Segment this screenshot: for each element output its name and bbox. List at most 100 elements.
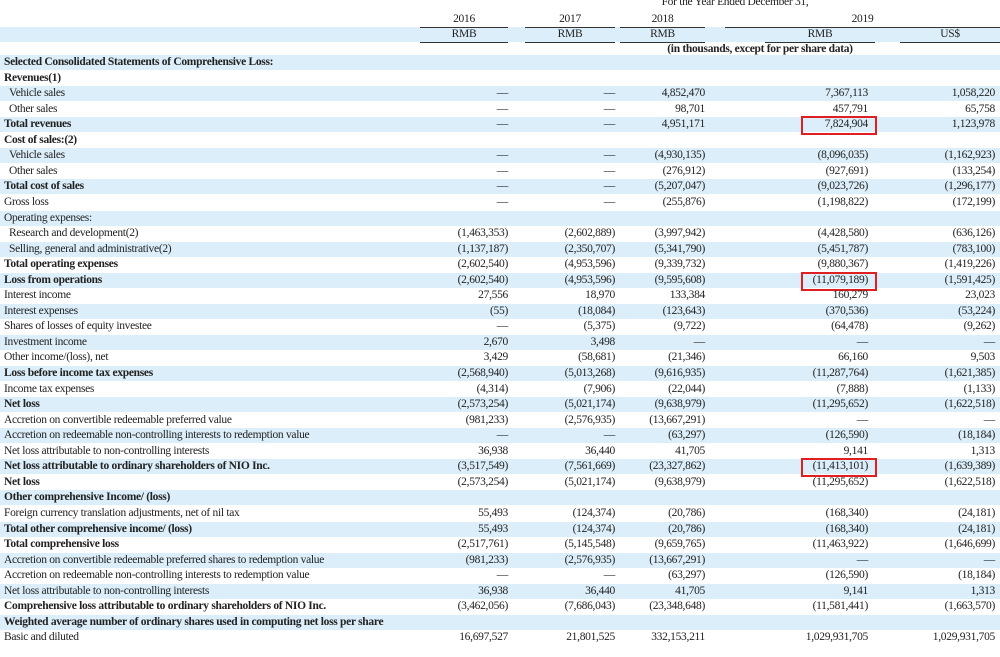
cell-value: 18,970 xyxy=(585,289,615,302)
cell-value: (4,428,580) xyxy=(817,227,869,240)
row-band xyxy=(0,459,1000,475)
cell-value: (124,374) xyxy=(572,522,616,535)
cell-value: (11,295,652) xyxy=(812,475,869,488)
cell-value: (5,207,047) xyxy=(654,180,706,193)
cell-value: — xyxy=(496,149,509,162)
cell-value: (9,262) xyxy=(963,320,996,333)
cell-value: (370,536) xyxy=(825,304,869,317)
cell-value: 36,938 xyxy=(478,584,508,597)
cell-value: — xyxy=(603,180,616,193)
cell-value: (123,643) xyxy=(662,304,706,317)
year: 2016 xyxy=(420,12,508,28)
row-label: Total revenues xyxy=(4,118,72,131)
cell-value: (58,681) xyxy=(578,351,615,364)
row-band xyxy=(0,86,1000,102)
cell-value: 36,938 xyxy=(478,444,508,457)
row-label: Operating expenses: xyxy=(4,211,92,224)
row-band xyxy=(0,614,1000,630)
cell-value: 16,697,527 xyxy=(459,631,508,644)
row-label: Other sales xyxy=(9,102,58,115)
row-label: Selected Consolidated Statements of Comp… xyxy=(4,56,274,68)
cell-value: 9,503 xyxy=(970,351,996,364)
cell-value: 160,279 xyxy=(832,289,869,302)
cell-value: (7,561,669) xyxy=(564,460,616,473)
cell-value: (21,346) xyxy=(668,351,705,364)
cell-value: (13,667,291) xyxy=(649,413,705,426)
cell-value: 1,029,931,705 xyxy=(932,631,996,644)
currency: US$ xyxy=(900,27,1000,43)
row-band xyxy=(0,428,1000,444)
cell-value: (9,880,367) xyxy=(817,258,869,271)
cell-value: (11,413,101) xyxy=(812,460,869,473)
cell-value: 332,153,211 xyxy=(651,631,705,644)
cell-value: — xyxy=(496,320,509,333)
cell-value: (2,602,889) xyxy=(564,227,616,240)
cell-value: (5,145,548) xyxy=(564,538,616,551)
cell-value: 9,141 xyxy=(843,444,869,457)
cell-value: (23,348,648) xyxy=(649,600,705,613)
cell-value: (2,602,540) xyxy=(457,258,509,271)
cell-value: — xyxy=(496,102,509,115)
period-title: For the Year Ended December 31, xyxy=(661,0,809,8)
cell-value: (5,341,790) xyxy=(654,242,706,255)
row-label: Comprehensive loss attributable to ordin… xyxy=(4,600,326,613)
cell-value: 4,951,171 xyxy=(661,118,706,131)
cell-value: (8,096,035) xyxy=(817,149,869,162)
cell-value: (1,622,518) xyxy=(944,398,996,411)
cell-value: (636,126) xyxy=(952,227,996,240)
row-label: Accretion on convertible redeemable pref… xyxy=(4,553,325,566)
cell-value: — xyxy=(496,569,509,582)
cell-value: 98,701 xyxy=(675,102,705,115)
cell-value: (2,573,254) xyxy=(457,475,509,488)
cell-value: (4,930,135) xyxy=(654,149,706,162)
cell-value: (276,912) xyxy=(662,164,706,177)
cell-value: (1,463,353) xyxy=(457,227,509,240)
cell-value: 27,556 xyxy=(478,289,508,302)
cell-value: (9,638,979) xyxy=(654,475,706,488)
year: 2019 xyxy=(725,12,1000,28)
row-band xyxy=(0,583,1000,599)
cell-value: (22,044) xyxy=(668,382,705,395)
cell-value: (4,314) xyxy=(476,382,509,395)
row-label: Net loss attributable to non-controlling… xyxy=(4,444,210,457)
cell-value: — xyxy=(983,553,996,566)
cell-value: (168,340) xyxy=(825,522,869,535)
cell-value: (11,079,189) xyxy=(812,273,869,286)
cell-value: (133,254) xyxy=(952,164,996,177)
cell-value: (1,621,385) xyxy=(944,367,996,379)
cell-value: — xyxy=(603,118,616,131)
cell-value: (126,590) xyxy=(825,569,869,582)
cell-value: (3,517,549) xyxy=(457,460,509,473)
cell-value: (20,786) xyxy=(668,522,705,535)
cell-value: (4,953,596) xyxy=(564,273,616,286)
row-label: Net loss xyxy=(4,475,40,488)
cell-value: (5,451,787) xyxy=(817,242,869,255)
cell-value: 55,493 xyxy=(478,506,508,519)
cell-value: (9,659,765) xyxy=(654,538,706,551)
cell-value: 66,160 xyxy=(838,351,868,364)
cell-value: 55,493 xyxy=(478,522,508,535)
row-band xyxy=(0,490,1000,506)
cell-value: 23,023 xyxy=(965,289,995,302)
cell-value: 36,440 xyxy=(585,444,615,457)
cell-value: — xyxy=(603,569,616,582)
cell-value: 3,498 xyxy=(590,335,616,348)
cell-value: (7,686,043) xyxy=(564,600,616,613)
cell-value: (124,374) xyxy=(572,506,616,519)
cell-value: (1,296,177) xyxy=(944,180,996,193)
cell-value: (168,340) xyxy=(825,506,869,519)
row-label: Other income/(loss), net xyxy=(4,351,109,364)
cell-value: (18,184) xyxy=(958,429,995,442)
row-label: Accretion on convertible redeemable pref… xyxy=(4,413,232,426)
cell-value: (2,576,935) xyxy=(564,413,616,426)
cell-value: (23,327,862) xyxy=(649,460,705,473)
cell-value: (7,906) xyxy=(583,382,616,395)
row-label: Other sales xyxy=(9,164,58,177)
cell-value: (126,590) xyxy=(825,429,869,442)
cell-value: (5,375) xyxy=(583,320,616,333)
row-label: Foreign currency translation adjustments… xyxy=(4,506,240,519)
cell-value: (1,591,425) xyxy=(944,273,996,286)
row-label: Basic and diluted xyxy=(4,631,79,644)
cell-value: (2,350,707) xyxy=(564,242,616,255)
row-band xyxy=(0,366,1000,381)
